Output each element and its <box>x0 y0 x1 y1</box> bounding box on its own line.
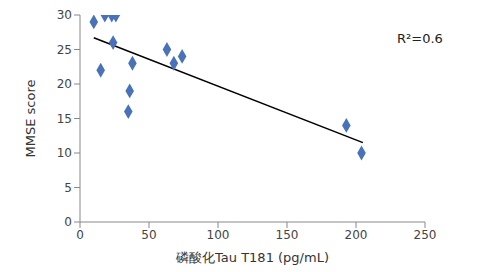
svg-text:15: 15 <box>57 112 72 126</box>
svg-text:25: 25 <box>57 43 72 57</box>
svg-text:100: 100 <box>207 228 230 242</box>
svg-text:50: 50 <box>141 228 156 242</box>
svg-text:250: 250 <box>414 228 437 242</box>
svg-text:200: 200 <box>345 228 368 242</box>
svg-text:10: 10 <box>57 146 72 160</box>
svg-text:5: 5 <box>64 181 72 195</box>
svg-text:150: 150 <box>276 228 299 242</box>
svg-text:磷酸化Tau T181 (pg/mL): 磷酸化Tau T181 (pg/mL) <box>175 250 329 265</box>
svg-text:0: 0 <box>76 228 84 242</box>
svg-text:MMSE score: MMSE score <box>23 80 38 158</box>
svg-text:0: 0 <box>64 215 72 229</box>
html-text:R²=0.6: R²=0.6 <box>397 31 443 46</box>
svg-text:20: 20 <box>57 77 72 91</box>
svg-text:30: 30 <box>57 8 72 22</box>
